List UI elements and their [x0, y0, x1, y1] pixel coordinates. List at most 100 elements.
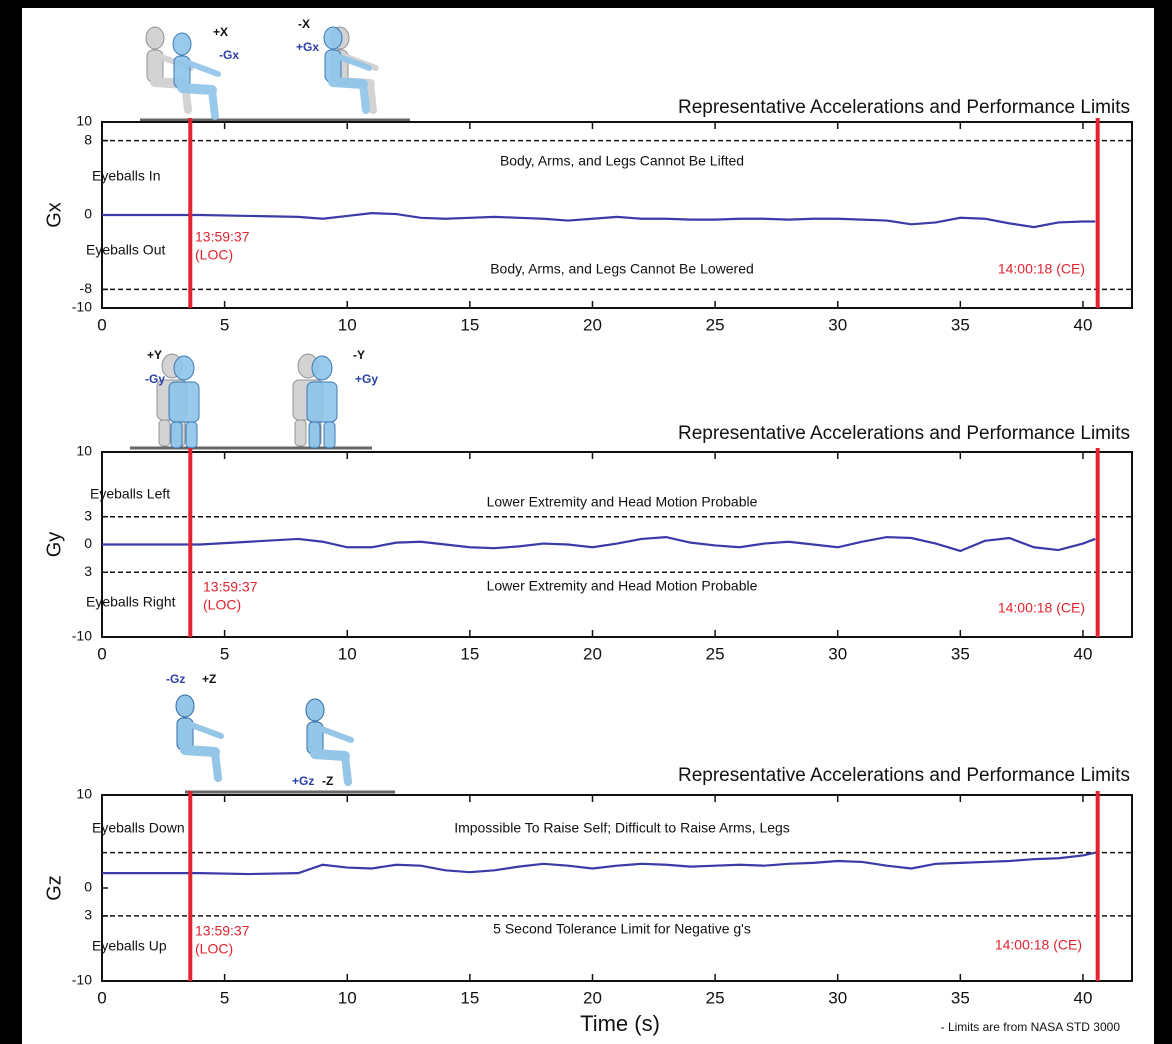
y-tick-label: 0 — [84, 535, 92, 551]
figure-thigh — [180, 745, 220, 757]
x-tick-label: 15 — [460, 988, 479, 1007]
figure-label: -Gy — [145, 372, 165, 386]
figure-label: -Z — [322, 774, 333, 788]
figure-thigh — [328, 77, 368, 89]
figure — [168, 355, 200, 449]
y-tick-label: 3 — [84, 907, 92, 923]
event-label: 13:59:37 — [195, 923, 250, 939]
figure-label: +Z — [202, 672, 216, 686]
x-tick-label: 25 — [706, 644, 725, 663]
x-tick-label: 40 — [1073, 644, 1092, 663]
figure-shin — [341, 752, 352, 786]
x-tick-label: 35 — [951, 988, 970, 1007]
data-line — [102, 212, 1096, 229]
x-tick-label: 5 — [220, 644, 229, 663]
y-axis-label: Gy — [43, 532, 65, 558]
event-label: 14:00:18 (CE) — [995, 937, 1082, 953]
chart-title: Representative Accelerations and Perform… — [678, 423, 1130, 444]
y-tick-label: -10 — [72, 299, 92, 315]
figure-head — [173, 355, 195, 381]
region-label: Eyeballs Up — [92, 938, 167, 954]
limit-note: Impossible To Raise Self; Difficult to R… — [454, 820, 790, 836]
x-tick-label: 5 — [220, 988, 229, 1007]
x-tick-label: 30 — [828, 988, 847, 1007]
figure — [323, 26, 372, 114]
limit-note: Lower Extremity and Head Motion Probable — [487, 578, 758, 594]
figure-label: -Gx — [219, 48, 239, 62]
x-axis-label: Time (s) — [580, 1011, 660, 1036]
data-line — [102, 535, 1096, 553]
figure-torso — [168, 381, 200, 423]
figure-arm — [183, 59, 221, 77]
figure — [306, 355, 338, 449]
figure-shin — [366, 80, 377, 114]
x-tick-label: 25 — [706, 988, 725, 1007]
figure-label: +Y — [147, 348, 162, 362]
x-tick-label: 35 — [951, 315, 970, 334]
figure-label: -Y — [353, 348, 365, 362]
figure-leg — [294, 419, 307, 447]
x-tick-label: 0 — [97, 644, 106, 663]
region-label: Eyeballs Right — [86, 594, 176, 610]
event-label: (LOC) — [203, 597, 241, 613]
x-tick-label: 30 — [828, 644, 847, 663]
figure-thigh — [177, 83, 217, 95]
y-tick-label: 10 — [76, 786, 92, 802]
y-tick-label: 0 — [84, 879, 92, 895]
y-tick-label: 0 — [84, 206, 92, 222]
figure-label: -X — [298, 17, 310, 31]
footnote: - Limits are from NASA STD 3000 — [941, 1020, 1121, 1034]
x-tick-label: 15 — [460, 315, 479, 334]
limit-note: Body, Arms, and Legs Cannot Be Lowered — [490, 261, 754, 277]
figure-leg — [308, 421, 321, 449]
y-tick-label: -10 — [72, 628, 92, 644]
figure-head — [145, 26, 165, 50]
figure-head — [323, 26, 343, 50]
figure-leg — [323, 421, 336, 449]
figure — [305, 698, 354, 786]
figure-arm — [186, 721, 224, 739]
x-tick-label: 15 — [460, 644, 479, 663]
y-tick-label: -10 — [72, 972, 92, 988]
x-tick-label: 20 — [583, 988, 602, 1007]
x-tick-label: 0 — [97, 988, 106, 1007]
figure-torso — [306, 381, 338, 423]
figure-head — [305, 698, 325, 722]
figure-leg — [185, 421, 198, 449]
figure-label: +Gy — [355, 372, 378, 386]
region-label: Eyeballs Down — [92, 820, 185, 836]
x-tick-label: 40 — [1073, 988, 1092, 1007]
limit-note: Body, Arms, and Legs Cannot Be Lifted — [500, 153, 744, 169]
figure-label: -Gz — [166, 672, 185, 686]
chart-title: Representative Accelerations and Perform… — [678, 765, 1130, 786]
x-tick-label: 20 — [583, 315, 602, 334]
figure-arm — [316, 725, 354, 743]
figure-label: +X — [213, 25, 228, 39]
region-label: Eyeballs In — [92, 168, 160, 184]
x-tick-label: 10 — [338, 988, 357, 1007]
event-label: 14:00:18 (CE) — [998, 261, 1085, 277]
limit-note: Lower Extremity and Head Motion Probable — [487, 494, 758, 510]
figure-label: +Gz — [292, 774, 314, 788]
x-tick-label: 10 — [338, 315, 357, 334]
figure-shin — [208, 86, 219, 120]
y-tick-label: 3 — [84, 507, 92, 523]
event-label: 14:00:18 (CE) — [998, 600, 1085, 616]
data-line — [102, 851, 1096, 876]
figure-shin — [359, 80, 370, 114]
x-tick-label: 10 — [338, 644, 357, 663]
limit-note: 5 Second Tolerance Limit for Negative g'… — [493, 921, 751, 937]
x-tick-label: 40 — [1073, 315, 1092, 334]
figure-leg — [158, 419, 171, 447]
figure-thigh — [310, 749, 350, 761]
figure-head — [172, 32, 192, 56]
x-tick-label: 35 — [951, 644, 970, 663]
x-tick-label: 25 — [706, 315, 725, 334]
y-tick-label: 3 — [84, 563, 92, 579]
y-tick-label: 10 — [76, 443, 92, 459]
figure-shin — [211, 748, 222, 782]
y-tick-label: -8 — [80, 280, 93, 296]
x-tick-label: 0 — [97, 315, 106, 334]
chart-title: Representative Accelerations and Perform… — [678, 97, 1130, 118]
